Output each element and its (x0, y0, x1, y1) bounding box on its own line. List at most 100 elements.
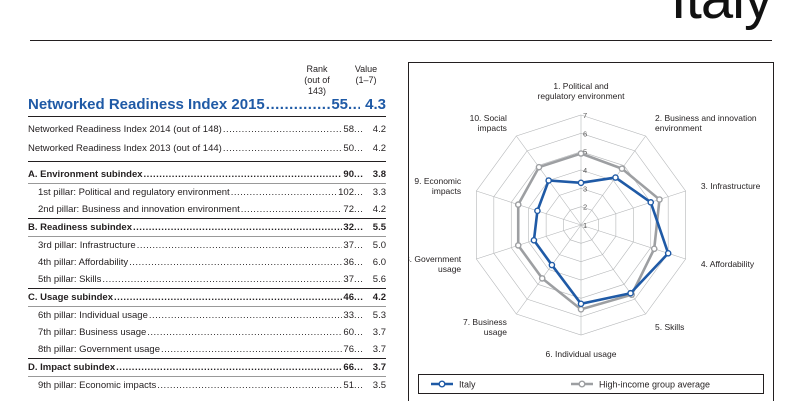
chart-legend: Italy High-income group average (418, 374, 764, 394)
series-point (577, 306, 585, 313)
series-point (577, 300, 585, 308)
grid-spoke (580, 190, 686, 226)
series-point (627, 289, 634, 297)
header-rule (30, 40, 772, 41)
tick-label: 7 (583, 111, 587, 120)
series-point (534, 207, 541, 215)
value-column-header: Value (1–7) (346, 64, 386, 86)
row-divider (28, 183, 386, 184)
history-value: 4.2 (372, 143, 386, 154)
tick-label: 6 (583, 129, 587, 138)
series-point (538, 275, 546, 282)
row-divider (28, 236, 386, 237)
tick-label: 2 (583, 203, 587, 212)
row-value: 6.0 (372, 257, 386, 268)
series-point (514, 201, 522, 208)
series-point (530, 236, 538, 244)
series-point (548, 261, 556, 269)
row-rank: 37 (343, 274, 354, 285)
country-title: Italy (671, 0, 773, 28)
row-label: 1st pillar: Political and regulatory env… (38, 187, 230, 198)
legend-marker (438, 380, 446, 388)
subindex-row: C. Usage subindex 46 4.2 (28, 289, 386, 306)
row-rank: 37 (343, 240, 354, 251)
row-value: 3.8 (372, 169, 386, 180)
nri-2015-row: Networked Readiness Index 2015 55 4.3 (28, 93, 386, 115)
row-value: 5.6 (372, 274, 386, 285)
radar-chart: 1 2 3 4 5 6 7 1. Political and regulatory enviro… (408, 81, 761, 359)
row-rank: 90 (343, 169, 354, 180)
rank-header-label: Rank (306, 64, 328, 74)
pillar-row: 4th pillar: Affordability 36 6.0 (38, 254, 386, 271)
grid-spoke (476, 190, 582, 226)
history-rule (28, 161, 386, 162)
grid-spoke (580, 135, 646, 226)
history-row: Networked Readiness Index 2013 (out of 1… (28, 140, 386, 157)
series-point (656, 196, 663, 203)
grid-spoke (476, 224, 582, 260)
axis-category-label: 4. Affordability (701, 259, 755, 269)
value-header-sublabel: (1–7) (355, 75, 377, 85)
series-point (612, 174, 619, 181)
history-row: Networked Readiness Index 2014 (out of 1… (28, 121, 386, 138)
row-value: 5.5 (372, 222, 386, 233)
row-value: 3.5 (372, 380, 386, 391)
row-value: 4.2 (372, 204, 386, 215)
axis-category-label: 8. Government usage (408, 254, 462, 274)
row-label: 2nd pillar: Business and innovation envi… (38, 204, 240, 215)
row-rank: 60 (343, 327, 354, 338)
chart-frame (408, 62, 774, 401)
pillar-row: 9th pillar: Economic impacts 51 3.5 (38, 377, 386, 394)
legend-label: High-income group average (599, 380, 710, 390)
rank-column-header: Rank (out of 143) (297, 64, 337, 97)
series-point (535, 163, 543, 171)
row-rank: 76 (343, 344, 354, 355)
grid-spoke (516, 224, 582, 315)
pillar-row: 8th pillar: Government usage 76 3.7 (38, 341, 386, 358)
axis-category-label: 5. Skills (655, 322, 684, 332)
axis-category-label: 6. Individual usage (546, 349, 617, 359)
subindex-row: B. Readiness subindex 32 5.5 (28, 219, 386, 236)
nri-2015-value: 4.3 (365, 95, 386, 113)
history-value: 4.2 (372, 124, 386, 135)
row-value: 3.7 (372, 362, 386, 373)
row-divider (28, 288, 386, 289)
pillar-row: 2nd pillar: Business and innovation envi… (38, 201, 386, 218)
row-label: D. Impact subindex (28, 362, 116, 373)
value-header-label: Value (354, 64, 378, 74)
row-divider (28, 358, 386, 359)
series-point (647, 199, 655, 206)
series-point (664, 250, 672, 257)
series-point (650, 245, 658, 253)
row-label: C. Usage subindex (28, 292, 113, 303)
axis-category-label: 7. Business usage (463, 317, 507, 337)
row-rank: 33 (343, 310, 354, 321)
axis-category-label: 2. Business and innovation environment (655, 113, 757, 133)
tick-label: 4 (583, 166, 587, 175)
row-value: 5.3 (372, 310, 386, 321)
row-value: 5.0 (372, 240, 386, 251)
row-divider (28, 376, 386, 377)
series-point (577, 150, 585, 157)
pillar-row: 6th pillar: Individual usage 33 5.3 (38, 307, 386, 324)
row-rank: 32 (343, 222, 354, 233)
row-rank: 66 (343, 362, 354, 373)
row-rank: 102 (338, 187, 354, 198)
row-rank: 72 (343, 204, 354, 215)
row-label: 8th pillar: Government usage (38, 344, 160, 355)
row-label: 4th pillar: Affordability (38, 257, 129, 268)
pillar-row: 3rd pillar: Infrastructure 37 5.0 (38, 237, 386, 254)
axis-category-label: 3. Infrastructure (701, 181, 761, 191)
history-label: Networked Readiness Index 2013 (out of 1… (28, 143, 222, 154)
pillar-row: 7th pillar: Business usage 60 3.7 (38, 324, 386, 341)
axis-category-label: 9. Economic impacts (414, 176, 462, 196)
tick-label: 3 (583, 184, 587, 193)
row-label: 3rd pillar: Infrastructure (38, 240, 136, 251)
row-label: 9th pillar: Economic impacts (38, 380, 157, 391)
main-row-rule (28, 116, 386, 117)
row-divider (28, 218, 386, 219)
series-line (532, 176, 670, 306)
pillar-row: 5th pillar: Skills 37 5.6 (38, 271, 386, 288)
row-value: 3.7 (372, 327, 386, 338)
axis-category-label: 10. Social impacts (470, 113, 507, 133)
